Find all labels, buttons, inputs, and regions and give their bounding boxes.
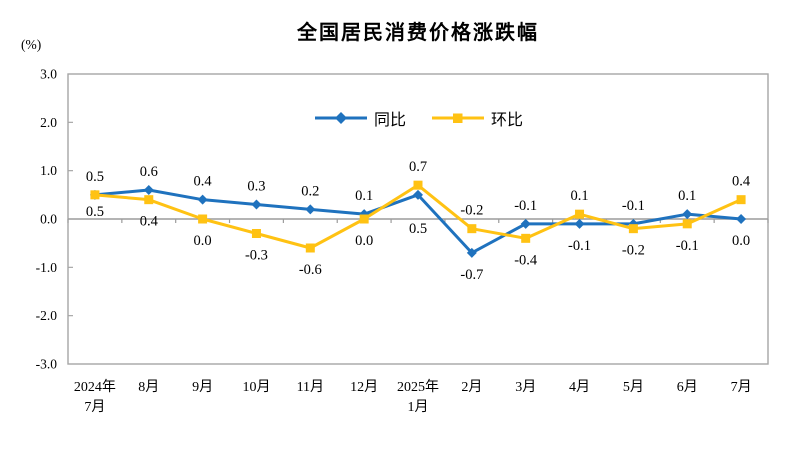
legend-item-mom: 环比 [430,106,523,130]
marker-square-mom [467,224,477,234]
marker-diamond-yoy [251,199,262,210]
marker-square-mom [575,209,585,219]
data-label-yoy: 0.1 [355,188,373,204]
chart-title: 全国居民消费价格涨跌幅 [297,22,539,44]
marker-diamond-yoy [520,218,531,229]
data-label-mom: -0.1 [676,238,699,254]
marker-diamond-yoy [143,185,154,195]
marker-diamond-yoy [736,214,747,224]
legend-item-yoy: 同比 [313,106,406,130]
data-label-mom: -0.2 [622,243,645,259]
marker-diamond-yoy [682,209,693,220]
y-axis-tick-label: -3.0 [36,357,58,372]
x-axis-label: 7月 [731,379,752,395]
x-axis-label: 2025年 1月 [397,379,439,415]
legend-label-mom: 环比 [491,112,524,129]
marker-square-mom [413,180,423,190]
x-axis-label: 12月 [350,379,378,395]
y-axis-unit-label: (%) [21,37,42,52]
marker-square-mom [682,219,692,229]
yoy-line-diamond-icon [314,112,367,124]
y-axis-tick-label: 3.0 [40,67,57,82]
y-axis-tick-label: 1.0 [40,163,57,178]
marker-diamond-yoy [466,247,477,258]
marker-square-mom [628,224,638,234]
data-label-mom: -0.3 [245,248,268,264]
x-axis-label: 3月 [515,379,536,395]
marker-square-mom [144,195,154,205]
x-axis-label: 8月 [138,379,159,395]
data-label-mom: 0.4 [140,214,159,230]
data-label-yoy: 0.5 [86,169,104,185]
y-axis-tick-label: -2.0 [36,308,58,323]
marker-square-mom [359,214,369,224]
x-axis-label: 10月 [242,379,270,395]
data-label-yoy: 0.4 [194,174,213,190]
y-axis-tick-label: -1.0 [36,260,58,275]
chart-legend: 同比 环比 [68,106,768,130]
x-axis-label: 2月 [461,379,482,395]
marker-diamond-yoy [413,189,423,200]
marker-square-mom [251,229,261,238]
data-label-yoy: -0.1 [514,198,537,214]
data-label-mom: -0.4 [514,252,538,268]
data-label-yoy: -0.1 [568,238,591,254]
data-label-yoy: 0.6 [140,164,158,180]
marker-diamond-yoy [197,194,208,205]
data-label-mom: 0.5 [86,204,104,220]
x-axis-label: 6月 [677,379,698,395]
data-label-yoy: 0.1 [678,188,696,204]
data-label-mom: 0.7 [409,159,427,175]
x-axis-label: 9月 [192,379,213,395]
data-label-mom: -0.2 [460,203,483,219]
data-label-yoy: -0.7 [460,267,483,283]
data-label-mom: -0.6 [299,262,322,278]
x-axis-label: 11月 [297,379,324,395]
marker-square-mom [90,190,100,200]
marker-diamond-yoy [574,218,585,229]
legend-label-yoy: 同比 [373,112,406,129]
data-label-mom: 0.0 [194,233,212,249]
x-axis-label: 4月 [569,379,590,395]
data-label-mom: 0.4 [732,174,751,190]
data-label-yoy: 0.0 [732,233,750,249]
data-label-yoy: 0.3 [247,179,265,195]
y-axis-tick-label: 0.0 [40,212,57,227]
mom-line-square-icon [432,113,484,123]
data-label-yoy: 0.2 [301,183,319,199]
marker-square-mom [305,243,315,253]
marker-square-mom [736,195,746,205]
x-axis-label: 5月 [623,379,644,395]
data-label-mom: 0.0 [355,233,373,249]
marker-diamond-yoy [305,204,316,215]
x-axis-label: 2024年 7月 [74,379,116,415]
data-label-yoy: 0.5 [409,221,427,237]
data-label-mom: 0.1 [570,188,588,204]
y-axis-tick-label: 2.0 [40,115,57,130]
marker-square-mom [198,214,208,224]
marker-square-mom [521,233,531,243]
data-label-yoy: -0.1 [622,198,645,214]
